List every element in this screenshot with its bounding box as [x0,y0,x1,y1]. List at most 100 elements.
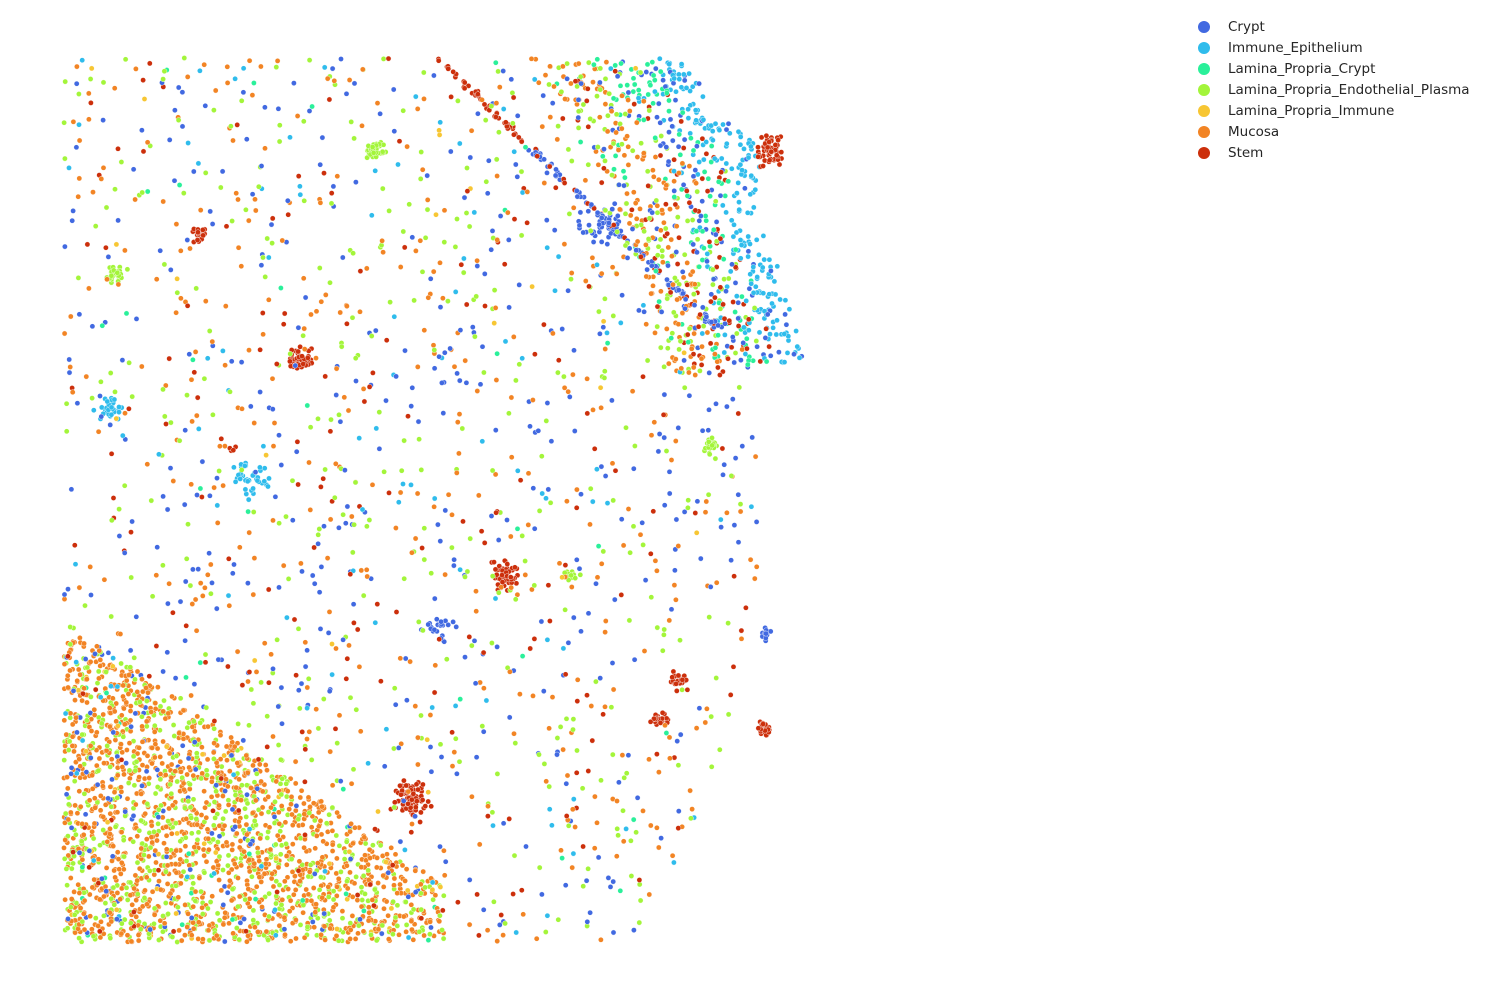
point-crypt [540,92,547,99]
point-lamina-propria-endothelial-plasma [100,827,106,833]
point-lamina-propria-endothelial-plasma [622,210,629,217]
point-mucosa [292,807,299,814]
point-crypt [258,163,265,169]
point-crypt [278,462,285,468]
point-lamina-propria-endothelial-plasma [162,900,169,906]
point-mucosa [119,860,125,866]
point-mucosa [597,114,603,120]
point-lamina-propria-endothelial-plasma [654,209,661,216]
point-lamina-propria-endothelial-plasma [67,624,73,630]
point-lamina-propria-endothelial-plasma [362,891,368,897]
point-crypt [707,584,714,590]
point-mucosa [87,659,94,665]
point-crypt [337,778,344,784]
point-lamina-propria-endothelial-plasma [323,820,330,827]
point-stem [611,222,617,228]
point-crypt [185,755,192,762]
point-lamina-propria-endothelial-plasma [211,107,217,113]
point-crypt [402,655,409,662]
point-stem [235,807,242,814]
point-crypt [740,340,747,346]
point-crypt [454,771,460,777]
point-mucosa [640,808,646,814]
point-mucosa [152,741,159,748]
point-lamina-propria-endothelial-plasma [93,915,99,921]
point-crypt [649,209,656,216]
point-lamina-propria-endothelial-plasma [187,804,194,811]
point-mucosa [202,298,209,304]
point-lamina-propria-endothelial-plasma [128,574,134,581]
point-crypt [109,853,116,860]
point-mucosa [86,90,92,97]
point-mucosa [609,264,616,271]
point-stem [70,849,76,855]
point-mucosa [475,492,482,499]
point-crypt [545,486,552,493]
point-lamina-propria-crypt [304,402,311,409]
point-mucosa [388,845,395,851]
point-immune-epithelium [761,256,768,263]
point-lamina-propria-endothelial-plasma [638,140,644,146]
point-mucosa [77,905,84,911]
point-stem [585,86,591,92]
point-lamina-propria-endothelial-plasma [258,679,264,686]
point-lamina-propria-endothelial-plasma [574,747,580,754]
point-lamina-propria-crypt [702,213,709,219]
point-crypt [343,91,350,97]
point-immune-epithelium [590,498,596,505]
point-crypt [73,80,80,87]
point-crypt [732,280,739,286]
point-mucosa [403,866,410,872]
point-immune-epithelium [678,61,685,67]
point-crypt [621,182,627,189]
point-lamina-propria-endothelial-plasma [220,815,226,822]
point-mucosa [209,893,215,900]
point-lamina-propria-crypt [179,921,185,928]
point-stem [393,609,400,615]
point-mucosa [625,143,632,150]
point-mucosa [590,79,596,85]
point-mucosa [358,903,365,910]
point-lamina-propria-crypt [361,908,367,914]
point-crypt [456,377,463,384]
point-mucosa [104,839,111,845]
point-crypt [216,833,223,840]
point-mucosa [126,672,132,678]
point-mucosa [430,342,437,349]
point-crypt [83,769,90,775]
point-lamina-propria-endothelial-plasma [305,676,312,682]
point-lamina-propria-endothelial-plasma [250,907,257,914]
point-lamina-propria-endothelial-plasma [519,533,526,539]
point-lamina-propria-endothelial-plasma [160,386,166,393]
point-mucosa [189,724,196,730]
point-crypt [615,213,621,219]
point-mucosa [468,127,475,134]
point-mucosa [602,101,609,107]
point-crypt [708,291,715,298]
point-mucosa [173,309,179,316]
point-lamina-propria-crypt [494,350,500,357]
point-lamina-propria-endothelial-plasma [621,775,628,781]
point-immune-epithelium [781,331,788,337]
point-mucosa [249,810,256,816]
point-mucosa [425,294,432,301]
point-stem [573,504,580,511]
point-lamina-propria-endothelial-plasma [403,922,410,928]
point-mucosa [407,658,413,665]
point-mucosa [313,901,319,908]
point-lamina-propria-immune [104,819,111,826]
point-mucosa [358,567,365,574]
point-immune-epithelium [594,261,600,268]
point-crypt [190,168,197,175]
point-stem [199,227,206,233]
point-lamina-propria-crypt [309,103,315,110]
point-lamina-propria-endothelial-plasma [418,890,424,897]
point-crypt [783,321,790,328]
point-crypt [69,217,75,224]
point-lamina-propria-endothelial-plasma [609,172,615,178]
point-lamina-propria-endothelial-plasma [235,903,241,910]
point-mucosa [508,394,515,401]
point-mucosa [221,822,228,829]
point-mucosa [222,910,228,916]
point-stem [184,302,191,309]
